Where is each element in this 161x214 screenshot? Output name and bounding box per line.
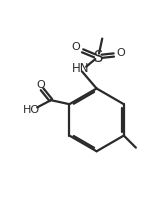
Text: O: O xyxy=(72,42,80,52)
Text: S: S xyxy=(94,50,103,65)
Text: O: O xyxy=(116,48,125,58)
Text: HN: HN xyxy=(72,62,89,75)
Text: O: O xyxy=(37,80,46,90)
Text: HO: HO xyxy=(23,105,40,115)
